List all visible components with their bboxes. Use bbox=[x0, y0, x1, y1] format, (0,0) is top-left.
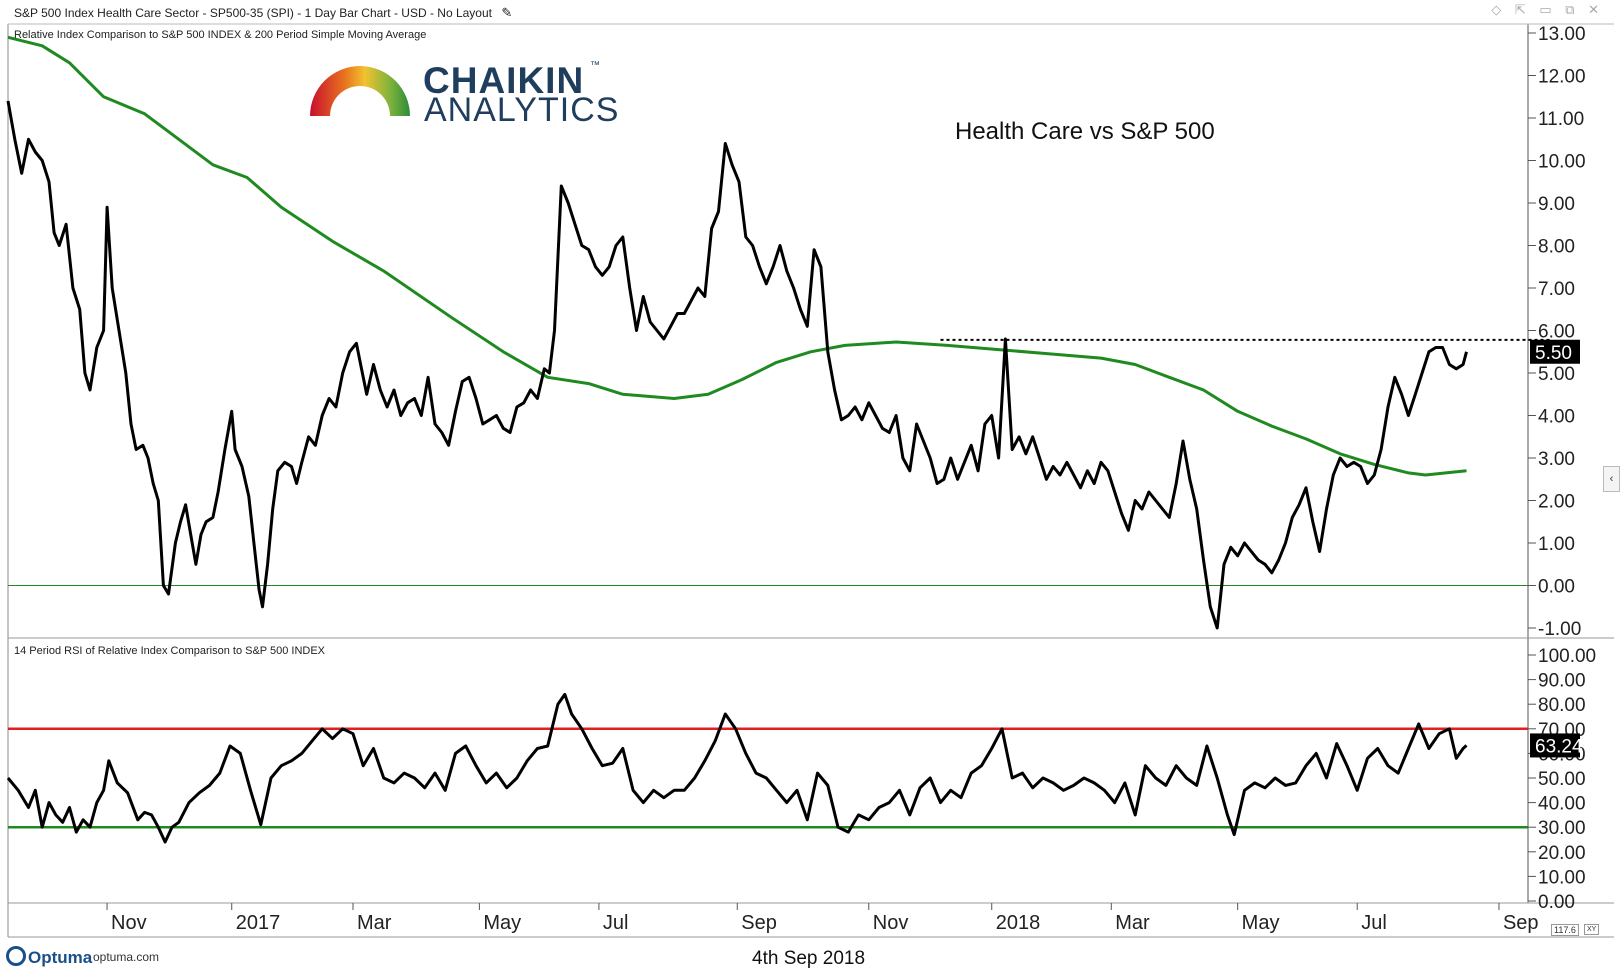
logo-subtitle: ANALYTICS bbox=[424, 91, 620, 129]
rsi-line bbox=[6, 692, 1468, 844]
chart-header-title: S&P 500 Index Health Care Sector - SP500… bbox=[14, 6, 492, 20]
x-tick-label: 2018 bbox=[996, 912, 1041, 934]
last-value-label: 63.24 bbox=[1535, 736, 1583, 757]
logo-name: CHAIKIN bbox=[423, 60, 585, 101]
panel-collapse-arrow-icon[interactable]: ‹ bbox=[1603, 466, 1620, 492]
x-tick-label: Nov bbox=[111, 912, 147, 934]
last-value-badge bbox=[1530, 339, 1580, 364]
y-tick-label: 1.00 bbox=[1538, 534, 1575, 555]
x-tick-label: Sep bbox=[741, 912, 777, 934]
upper-panel-caption: Relative Index Comparison to S&P 500 IND… bbox=[14, 29, 427, 41]
relative-index-line bbox=[6, 100, 1468, 630]
y-tick-label: 3.00 bbox=[1538, 449, 1575, 470]
y-tick-label: 7.00 bbox=[1538, 279, 1575, 300]
sma-line bbox=[7, 35, 1467, 477]
last-value-badge bbox=[1530, 733, 1580, 758]
y-tick-label: 11.00 bbox=[1538, 109, 1584, 130]
y-tick-label: 2.00 bbox=[1538, 492, 1575, 513]
chaikin-logo: CHAIKIN ™ ANALYTICS bbox=[304, 58, 618, 129]
y-tick-label: 20.00 bbox=[1538, 843, 1586, 864]
y-tick-label: 40.00 bbox=[1538, 794, 1586, 815]
y-tick-label: 13.00 bbox=[1538, 24, 1586, 45]
optuma-ring-icon bbox=[6, 946, 26, 966]
y-tick-label: 100.00 bbox=[1538, 646, 1596, 667]
footer-site[interactable]: optuma.com bbox=[93, 950, 160, 964]
y-tick-label: 90.00 bbox=[1538, 671, 1586, 692]
zoom-level[interactable]: 117.6 bbox=[1551, 924, 1579, 936]
x-tick-label: 2017 bbox=[236, 912, 281, 934]
y-tick-label: 8.00 bbox=[1538, 237, 1575, 258]
y-tick-label: 6.00 bbox=[1538, 322, 1575, 343]
x-tick-label: Mar bbox=[1115, 912, 1150, 934]
y-tick-label: 0.00 bbox=[1538, 577, 1575, 598]
x-tick-label: May bbox=[1242, 912, 1280, 934]
x-tick-label: May bbox=[483, 912, 521, 934]
lower-panel-caption: 14 Period RSI of Relative Index Comparis… bbox=[14, 645, 326, 657]
y-tick-label: 9.00 bbox=[1538, 194, 1575, 215]
x-tick-label: Mar bbox=[357, 912, 392, 934]
y-tick-label: 0.00 bbox=[1538, 892, 1575, 913]
x-tick-label: Sep bbox=[1503, 912, 1539, 934]
x-tick-label: Nov bbox=[873, 912, 909, 934]
last-value-label: 5.50 bbox=[1535, 343, 1572, 364]
xy-toggle[interactable]: XY bbox=[1584, 924, 1600, 935]
y-tick-label: 12.00 bbox=[1538, 67, 1586, 88]
window-controls[interactable]: ◇ ⇱ ▭ ⧉ ✕ bbox=[1491, 2, 1604, 17]
pencil-icon[interactable]: ✎ bbox=[501, 5, 513, 20]
logo-trademark: ™ bbox=[590, 60, 600, 71]
y-tick-label: 30.00 bbox=[1538, 818, 1586, 839]
y-tick-label: 10.00 bbox=[1538, 152, 1586, 173]
y-tick-label: 5.00 bbox=[1538, 364, 1575, 385]
footer-date: 4th Sep 2018 bbox=[752, 948, 866, 969]
y-tick-label: 50.00 bbox=[1538, 769, 1586, 790]
optuma-brand: Optuma bbox=[28, 948, 93, 967]
gauge-logo-icon bbox=[310, 66, 410, 116]
y-tick-label: 10.00 bbox=[1538, 867, 1586, 888]
y-tick-label: 80.00 bbox=[1538, 695, 1586, 716]
x-tick-label: Jul bbox=[603, 912, 629, 934]
chart-header: S&P 500 Index Health Care Sector - SP500… bbox=[14, 5, 512, 21]
y-tick-label: 4.00 bbox=[1538, 407, 1575, 428]
x-tick-label: Jul bbox=[1361, 912, 1387, 934]
chart-title: Health Care vs S&P 500 bbox=[955, 118, 1215, 145]
y-tick-label: -1.00 bbox=[1538, 619, 1581, 640]
optuma-logo: Optuma bbox=[6, 946, 92, 968]
